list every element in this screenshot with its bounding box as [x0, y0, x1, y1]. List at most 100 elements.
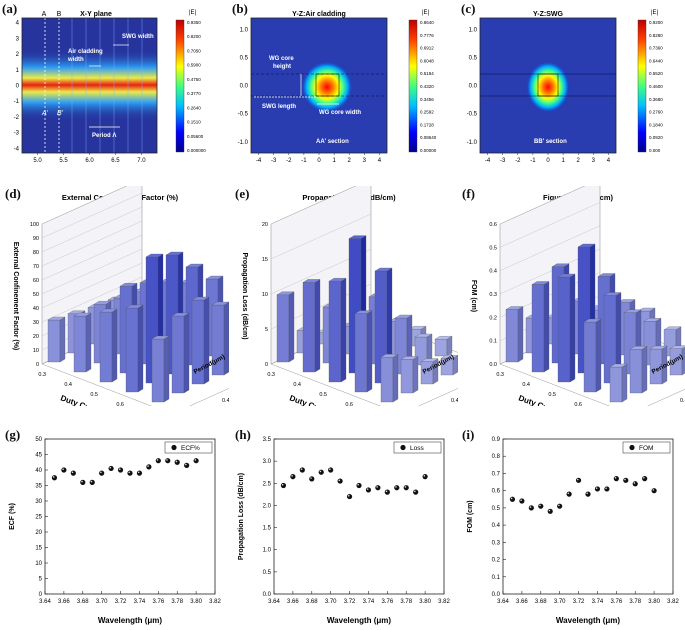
colorbar-tick-label: 0.9200: [649, 20, 663, 25]
x-tick-label: 0.3: [38, 372, 46, 378]
z-axis-label: FOM (cm): [470, 280, 477, 312]
colorbar-tick-label: 0.2640: [187, 105, 201, 110]
y-tick-label: 2: [16, 52, 20, 58]
bar3d-bar: [434, 335, 453, 357]
scatter-point: [632, 481, 638, 487]
grid-line: [41, 186, 127, 225]
bar3d-bar: [400, 356, 419, 394]
y-tick-label: 15: [35, 546, 42, 552]
y-tick-label: 0.5: [492, 506, 501, 512]
legend: ECF%: [164, 441, 213, 454]
field-map-xy: A B X-Y plane A' B' SWG width Air claddi…: [14, 10, 207, 164]
marker-A-prime: A': [41, 110, 49, 117]
y-tick-label: 30: [35, 499, 42, 505]
y-tick-label: 0.0: [263, 592, 272, 598]
bar3d-bar: [583, 318, 602, 393]
grid-line: [41, 234, 143, 281]
scatter-point: [519, 498, 525, 504]
x-tick-label: 6.0: [85, 158, 94, 164]
y-tick-label: 3: [16, 36, 20, 42]
y-tick-label: 0.0: [469, 84, 478, 90]
z-tick-label: 0.5: [489, 245, 497, 251]
bar3d-bar: [125, 304, 144, 393]
x-tick-label: 3.72: [573, 599, 585, 605]
xy-map-plot-area: [21, 17, 158, 154]
legend-marker: [400, 444, 406, 451]
swg-width-label: SWG width: [122, 34, 154, 40]
grid-line: [499, 186, 585, 225]
colorbar-tick-label: 0.4320: [420, 84, 434, 89]
colorbar-tick-label: 0.1510: [187, 120, 201, 125]
z-tick-label: 50: [33, 292, 39, 298]
y-tick-label: -0.5: [467, 112, 478, 118]
y-tick-label: 2.0: [263, 503, 272, 509]
bar3d-bar: [420, 358, 439, 385]
y-tick-label: 0.5: [240, 55, 249, 61]
colorbar-tick-label: 0.000000: [187, 148, 206, 153]
plot-frame: [44, 438, 216, 595]
plot-frame: [273, 438, 445, 595]
z-tick-label: 20: [262, 222, 268, 228]
x-tick-label: 3: [592, 158, 596, 164]
y-tick-label: 0.0: [240, 84, 249, 90]
panel-letter-g: (g): [5, 427, 21, 442]
scatter-point: [70, 470, 76, 476]
scatter-point: [299, 467, 305, 473]
y-axis-label: ECF (%): [9, 503, 16, 530]
z-tick-label: 0.3: [489, 292, 497, 298]
scatter-point: [174, 459, 180, 465]
x-tick-label: -3: [500, 158, 506, 164]
grid-line: [270, 186, 356, 225]
bar3d-ecf: External Confinement Factor (%) 0 10 20 30 40…: [12, 186, 229, 406]
scatter-point: [61, 467, 67, 473]
y-tick-label: 0.2: [492, 558, 501, 564]
z-tick-label: 30: [33, 320, 39, 326]
x-tick-label: 0.5: [548, 392, 556, 398]
z-tick-label: 0.1: [489, 339, 497, 345]
z-tick-label: 0.4: [489, 269, 497, 275]
z-tick-label: 20: [33, 334, 39, 340]
y-tick-label: 0.6: [492, 489, 501, 495]
x-tick-label: 3.80: [648, 599, 660, 605]
y-tick-label: 50: [35, 437, 42, 443]
xy-plane-title: X-Y plane: [80, 11, 112, 18]
y-tick-label: 0.4: [451, 398, 458, 404]
y-tick-label: -1: [14, 99, 20, 105]
scatter-point: [594, 486, 601, 492]
x-tick-label: 0.6: [116, 402, 124, 406]
x-tick-label: 0.6: [574, 402, 582, 406]
y-tick-label: 0.5: [263, 570, 272, 576]
y-tick-label: 40: [35, 468, 42, 474]
bar3d-bar: [649, 345, 668, 385]
scatter-point: [337, 478, 343, 484]
colorbar-tick-label: 0.7776: [420, 33, 434, 38]
grid-line: [41, 220, 143, 267]
x-tick-label: 3.64: [39, 599, 51, 605]
y-tick-label: 35: [35, 484, 42, 490]
scatter-point: [346, 493, 353, 500]
x-tick-label: 3.64: [268, 599, 280, 605]
y-axis-label: FOM (cm): [467, 500, 474, 532]
colorbar-tick-label: 0.7050: [187, 48, 201, 53]
bar3d-bar: [414, 333, 433, 366]
x-tick-label: 3.66: [287, 599, 299, 605]
scatter-point: [642, 476, 648, 482]
bar3d-fom: Figure of Merit (cm)0.00.10.20.30.40.50.…: [470, 186, 685, 406]
wg-core-width-label: WG core width: [319, 110, 361, 116]
z-tick-label: 90: [33, 236, 39, 242]
scatter-point: [80, 479, 86, 485]
y-axis-label: Propagation Loss (dB/cm): [238, 473, 245, 560]
z-tick-label: 0.0: [489, 362, 497, 368]
x-tick-label: 3.80: [419, 599, 431, 605]
colorbar-tick-label: 0.7360: [649, 46, 663, 51]
scatter-point: [623, 477, 629, 483]
bar3d-bar: [211, 301, 229, 376]
bar3d-bar: [669, 345, 685, 376]
bar3d-bar: [191, 296, 210, 385]
x-tick-label: 5.0: [33, 158, 42, 164]
colorbar-tick-label: 0.8280: [649, 33, 663, 38]
x-tick-label: -4: [256, 158, 262, 164]
z-tick-label: 5: [265, 327, 268, 333]
x-tick-label: 4: [607, 158, 611, 164]
panel-letter-f: (f): [462, 186, 475, 201]
